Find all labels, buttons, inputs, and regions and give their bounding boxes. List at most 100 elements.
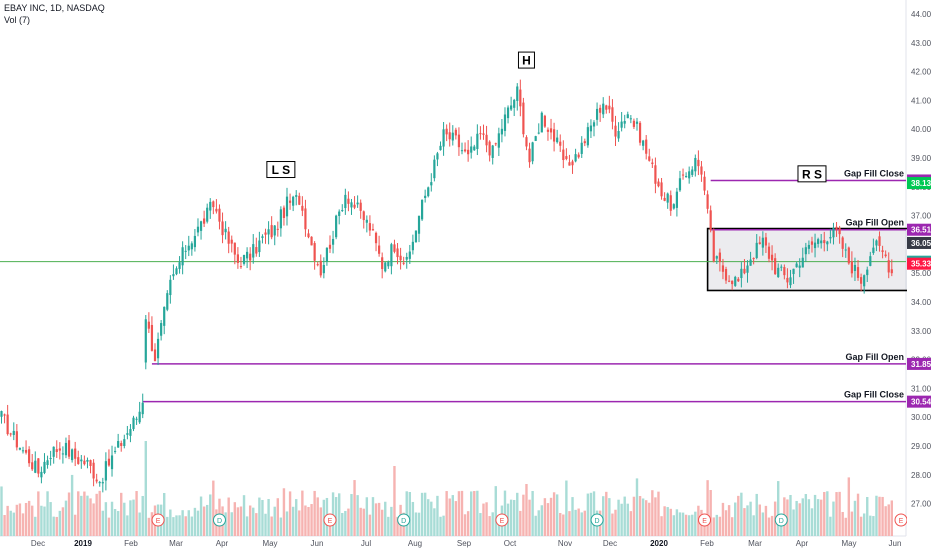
price-badge[interactable] (907, 395, 931, 408)
candle-body (430, 182, 433, 186)
candle-body (166, 293, 169, 310)
candle-body (589, 125, 593, 132)
candle-body (611, 107, 614, 122)
candle-body (605, 105, 608, 110)
price-badge-label: 38.13 (911, 179, 932, 188)
volume-bar (52, 516, 55, 536)
volume-bar (92, 503, 95, 536)
candle-body (368, 223, 371, 231)
candle-body (537, 132, 540, 134)
chart-drawings[interactable] (0, 179, 932, 403)
candle-body (749, 259, 752, 266)
candle-body (163, 306, 166, 326)
volume-indicator-label[interactable]: Vol (7) (4, 15, 31, 25)
candle-body (203, 218, 206, 224)
volume-bar (586, 493, 590, 536)
candle-body (681, 174, 685, 176)
volume-bar (488, 516, 491, 536)
volume-bar (479, 513, 482, 536)
pattern-label-box[interactable] (797, 165, 827, 183)
volume-bar (347, 508, 350, 536)
earnings-marker[interactable] (495, 513, 509, 527)
price-badge[interactable] (907, 357, 931, 370)
candle-body (792, 268, 795, 275)
candle-body (3, 414, 6, 416)
chart-overlays[interactable]: Gap Fill Close Gap Fill Open Gap Fill Open… (151, 51, 908, 527)
volume-bar (476, 490, 479, 536)
volume-bar (9, 510, 12, 536)
volume-bar (239, 506, 243, 536)
candle-body (193, 235, 197, 248)
candle-body (758, 242, 761, 245)
price-badge[interactable] (907, 257, 931, 270)
candle-body (160, 323, 163, 336)
candle-body (632, 120, 636, 127)
pattern-label[interactable]: L S (272, 163, 290, 177)
dividend-marker[interactable] (397, 513, 411, 527)
price-tick-label: 42.00 (911, 68, 932, 77)
time-axis[interactable]: Dec 2019 Feb Mar Apr May Jun Jul Aug Sep Oct Nov Dec… (31, 539, 902, 548)
candle-body (706, 194, 709, 209)
candle-body (405, 256, 408, 260)
candle-body (764, 237, 768, 246)
price-axis[interactable]: 27.0028.0029.0030.0031.0032.0033.0034.00… (907, 0, 932, 536)
level-annotation[interactable]: Gap Fill Close (844, 168, 904, 178)
dividend-marker[interactable] (774, 513, 788, 527)
volume-bar (331, 492, 335, 536)
volume-bar (341, 512, 344, 536)
candle-body (218, 208, 221, 222)
candle-body (390, 244, 393, 267)
pattern-label[interactable]: R S (802, 167, 822, 181)
volume-bar (786, 499, 789, 536)
time-tick-label: Jun (311, 539, 324, 548)
pattern-label[interactable]: H (522, 54, 531, 68)
candle-body (123, 439, 126, 447)
dividend-marker[interactable] (590, 513, 604, 527)
volume-bar (675, 509, 679, 536)
price-tick-label: 43.00 (911, 39, 932, 48)
candle-body (568, 162, 571, 166)
dividend-marker[interactable] (212, 513, 226, 527)
level-annotation[interactable]: Gap Fill Open (845, 352, 904, 362)
symbol-title[interactable]: EBAY INC, 1D, NASDAQ (4, 3, 105, 13)
price-tick-label: 41.00 (911, 96, 932, 105)
volume-bar (73, 514, 77, 536)
candle-body (215, 208, 218, 212)
earnings-marker[interactable] (323, 513, 337, 527)
volume-bar (46, 491, 49, 536)
volume-bar (233, 502, 237, 536)
time-tick-label: May (262, 539, 277, 548)
candle-body (482, 133, 485, 135)
event-marker-label: D (217, 518, 222, 525)
volume-bar (663, 506, 666, 536)
price-badge[interactable] (907, 236, 931, 249)
candle-body (832, 227, 835, 238)
level-annotation[interactable]: Gap Fill Close (844, 390, 904, 400)
price-badge[interactable] (907, 223, 931, 236)
earnings-marker[interactable] (698, 513, 712, 527)
candle-body (212, 201, 215, 208)
pattern-label-box[interactable] (517, 51, 535, 69)
candle-body (700, 166, 703, 175)
volume-bar (463, 514, 467, 536)
level-annotation[interactable]: Gap Fill Open (845, 218, 904, 228)
candle-body (138, 411, 141, 423)
candle-body (694, 157, 697, 172)
price-badge[interactable] (907, 177, 931, 190)
volume-bar (147, 517, 151, 536)
candle-body (71, 449, 74, 461)
candle-body (838, 228, 841, 235)
volume-bar (721, 502, 725, 536)
volume-bar (850, 511, 854, 536)
pattern-label-box[interactable] (266, 161, 296, 179)
candle-body (199, 221, 203, 231)
volume-bar (651, 490, 654, 536)
volume-bar (252, 507, 255, 536)
volume-bar (184, 516, 187, 536)
candle-body (457, 134, 461, 148)
candle-body (117, 441, 120, 448)
candle-body (709, 210, 712, 231)
earnings-marker[interactable] (151, 513, 165, 527)
volume-bar (752, 515, 755, 536)
